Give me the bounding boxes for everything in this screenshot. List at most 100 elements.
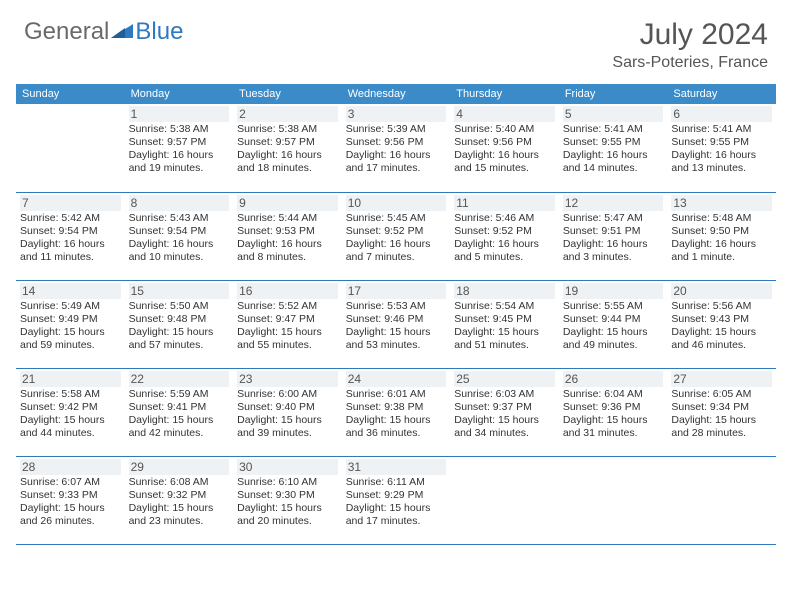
brand-triangle-icon (111, 21, 133, 44)
calendar-day-cell: 7Sunrise: 5:42 AMSunset: 9:54 PMDaylight… (16, 192, 125, 280)
calendar-day-cell: 12Sunrise: 5:47 AMSunset: 9:51 PMDayligh… (559, 192, 668, 280)
day-number: 28 (20, 459, 121, 475)
day-number: 29 (129, 459, 230, 475)
calendar-day-cell: 4Sunrise: 5:40 AMSunset: 9:56 PMDaylight… (450, 104, 559, 192)
daylight-line: Daylight: 16 hours and 7 minutes. (346, 238, 447, 264)
sunrise-line: Sunrise: 5:40 AM (454, 123, 555, 136)
sunrise-line: Sunrise: 5:38 AM (129, 123, 230, 136)
day-number: 30 (237, 459, 338, 475)
brand-part1: General (24, 18, 109, 46)
calendar-day-cell: 29Sunrise: 6:08 AMSunset: 9:32 PMDayligh… (125, 456, 234, 544)
sunrise-line: Sunrise: 6:08 AM (129, 476, 230, 489)
daylight-line: Daylight: 15 hours and 20 minutes. (237, 502, 338, 528)
sunrise-line: Sunrise: 5:39 AM (346, 123, 447, 136)
sunset-line: Sunset: 9:40 PM (237, 401, 338, 414)
day-number: 10 (346, 195, 447, 211)
calendar-empty-cell (559, 456, 668, 544)
sunset-line: Sunset: 9:50 PM (671, 225, 772, 238)
sunrise-line: Sunrise: 5:41 AM (563, 123, 664, 136)
day-number: 16 (237, 283, 338, 299)
daylight-line: Daylight: 15 hours and 17 minutes. (346, 502, 447, 528)
calendar-day-cell: 16Sunrise: 5:52 AMSunset: 9:47 PMDayligh… (233, 280, 342, 368)
calendar-day-cell: 31Sunrise: 6:11 AMSunset: 9:29 PMDayligh… (342, 456, 451, 544)
sunrise-line: Sunrise: 6:05 AM (671, 388, 772, 401)
day-number: 13 (671, 195, 772, 211)
sunset-line: Sunset: 9:48 PM (129, 313, 230, 326)
day-number: 31 (346, 459, 447, 475)
day-number: 22 (129, 371, 230, 387)
sunset-line: Sunset: 9:57 PM (129, 136, 230, 149)
sunset-line: Sunset: 9:38 PM (346, 401, 447, 414)
sunset-line: Sunset: 9:54 PM (20, 225, 121, 238)
sunrise-line: Sunrise: 5:49 AM (20, 300, 121, 313)
sunrise-line: Sunrise: 6:07 AM (20, 476, 121, 489)
day-number: 24 (346, 371, 447, 387)
day-number: 8 (129, 195, 230, 211)
sunset-line: Sunset: 9:32 PM (129, 489, 230, 502)
calendar-week-row: 28Sunrise: 6:07 AMSunset: 9:33 PMDayligh… (16, 456, 776, 544)
daylight-line: Daylight: 16 hours and 8 minutes. (237, 238, 338, 264)
sunrise-line: Sunrise: 5:43 AM (129, 212, 230, 225)
sunrise-line: Sunrise: 5:46 AM (454, 212, 555, 225)
sunrise-line: Sunrise: 5:59 AM (129, 388, 230, 401)
day-number: 11 (454, 195, 555, 211)
calendar-empty-cell (16, 104, 125, 192)
daylight-line: Daylight: 15 hours and 51 minutes. (454, 326, 555, 352)
sunset-line: Sunset: 9:56 PM (454, 136, 555, 149)
daylight-line: Daylight: 16 hours and 10 minutes. (129, 238, 230, 264)
weekday-header: Tuesday (233, 84, 342, 104)
weekday-header-row: SundayMondayTuesdayWednesdayThursdayFrid… (16, 84, 776, 104)
daylight-line: Daylight: 16 hours and 1 minute. (671, 238, 772, 264)
sunset-line: Sunset: 9:36 PM (563, 401, 664, 414)
calendar-day-cell: 8Sunrise: 5:43 AMSunset: 9:54 PMDaylight… (125, 192, 234, 280)
calendar-empty-cell (667, 456, 776, 544)
calendar-day-cell: 13Sunrise: 5:48 AMSunset: 9:50 PMDayligh… (667, 192, 776, 280)
day-number: 2 (237, 106, 338, 122)
sunset-line: Sunset: 9:42 PM (20, 401, 121, 414)
sunset-line: Sunset: 9:47 PM (237, 313, 338, 326)
calendar-day-cell: 21Sunrise: 5:58 AMSunset: 9:42 PMDayligh… (16, 368, 125, 456)
calendar-day-cell: 23Sunrise: 6:00 AMSunset: 9:40 PMDayligh… (233, 368, 342, 456)
sunrise-line: Sunrise: 6:00 AM (237, 388, 338, 401)
brand-part2: Blue (135, 18, 183, 45)
weekday-header: Saturday (667, 84, 776, 104)
sunrise-line: Sunrise: 6:04 AM (563, 388, 664, 401)
calendar-day-cell: 5Sunrise: 5:41 AMSunset: 9:55 PMDaylight… (559, 104, 668, 192)
calendar-day-cell: 27Sunrise: 6:05 AMSunset: 9:34 PMDayligh… (667, 368, 776, 456)
daylight-line: Daylight: 16 hours and 14 minutes. (563, 149, 664, 175)
sunset-line: Sunset: 9:52 PM (346, 225, 447, 238)
sunrise-line: Sunrise: 5:52 AM (237, 300, 338, 313)
day-number: 19 (563, 283, 664, 299)
day-number: 7 (20, 195, 121, 211)
calendar-day-cell: 22Sunrise: 5:59 AMSunset: 9:41 PMDayligh… (125, 368, 234, 456)
daylight-line: Daylight: 16 hours and 5 minutes. (454, 238, 555, 264)
daylight-line: Daylight: 16 hours and 15 minutes. (454, 149, 555, 175)
calendar-day-cell: 10Sunrise: 5:45 AMSunset: 9:52 PMDayligh… (342, 192, 451, 280)
sunset-line: Sunset: 9:37 PM (454, 401, 555, 414)
sunrise-line: Sunrise: 5:48 AM (671, 212, 772, 225)
location-text: Sars-Poteries, France (612, 54, 768, 72)
day-number: 5 (563, 106, 664, 122)
sunrise-line: Sunrise: 5:38 AM (237, 123, 338, 136)
sunrise-line: Sunrise: 6:11 AM (346, 476, 447, 489)
sunrise-line: Sunrise: 5:54 AM (454, 300, 555, 313)
daylight-line: Daylight: 15 hours and 23 minutes. (129, 502, 230, 528)
daylight-line: Daylight: 16 hours and 18 minutes. (237, 149, 338, 175)
sunrise-line: Sunrise: 5:53 AM (346, 300, 447, 313)
day-number: 26 (563, 371, 664, 387)
sunset-line: Sunset: 9:56 PM (346, 136, 447, 149)
calendar-day-cell: 6Sunrise: 5:41 AMSunset: 9:55 PMDaylight… (667, 104, 776, 192)
calendar-day-cell: 19Sunrise: 5:55 AMSunset: 9:44 PMDayligh… (559, 280, 668, 368)
day-number: 12 (563, 195, 664, 211)
daylight-line: Daylight: 16 hours and 17 minutes. (346, 149, 447, 175)
sunset-line: Sunset: 9:44 PM (563, 313, 664, 326)
calendar-day-cell: 18Sunrise: 5:54 AMSunset: 9:45 PMDayligh… (450, 280, 559, 368)
sunset-line: Sunset: 9:57 PM (237, 136, 338, 149)
day-number: 9 (237, 195, 338, 211)
sunset-line: Sunset: 9:53 PM (237, 225, 338, 238)
sunset-line: Sunset: 9:51 PM (563, 225, 664, 238)
calendar-table: SundayMondayTuesdayWednesdayThursdayFrid… (16, 84, 776, 545)
day-number: 20 (671, 283, 772, 299)
day-number: 25 (454, 371, 555, 387)
sunrise-line: Sunrise: 5:45 AM (346, 212, 447, 225)
